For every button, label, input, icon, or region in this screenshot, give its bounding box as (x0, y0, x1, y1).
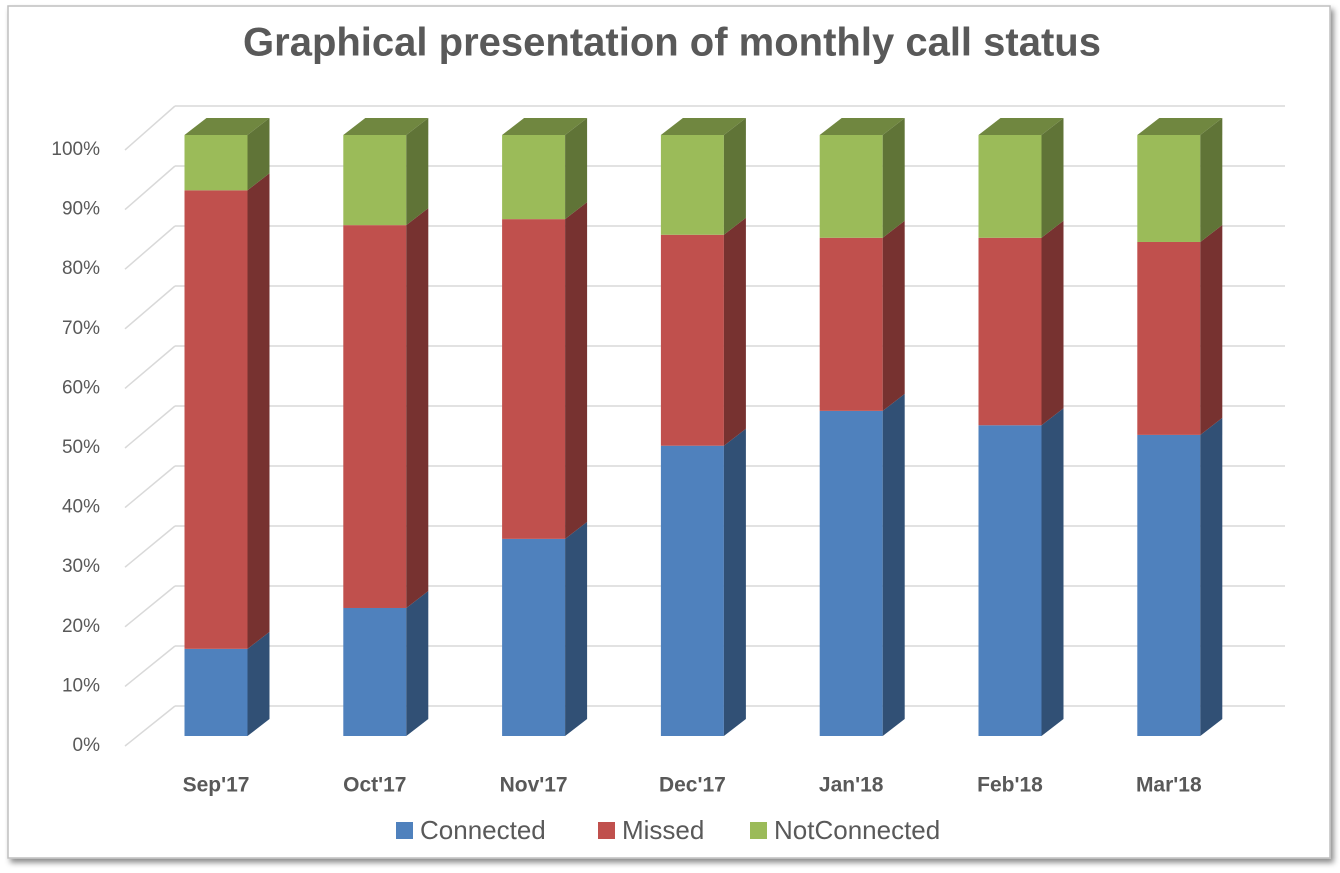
bar-side (723, 217, 746, 446)
bar-side (565, 118, 588, 220)
bar-top (343, 118, 429, 135)
bar-side (247, 118, 270, 191)
bar-side (406, 590, 429, 736)
legend-swatch (598, 822, 615, 839)
bar-side (723, 118, 746, 235)
y-tick-label: 0% (73, 735, 101, 756)
bar-side (1041, 118, 1064, 238)
bar-side (1200, 417, 1223, 736)
legend-label: Connected (420, 815, 546, 845)
bar-segment (502, 538, 566, 736)
y-tick-label: 10% (62, 675, 100, 696)
x-tick-label: Oct'17 (343, 774, 406, 797)
bar-top (184, 118, 270, 135)
grid-line-floor (124, 405, 176, 449)
bar-side (1041, 408, 1064, 736)
y-tick-label: 20% (62, 616, 100, 637)
grid-line-floor (124, 465, 176, 509)
bar-segment (1137, 135, 1201, 242)
bar-segment (660, 234, 724, 446)
x-tick-label: Nov'17 (500, 774, 568, 797)
grid-line-floor (124, 285, 176, 330)
bar-segment (343, 607, 407, 736)
bar-segment (819, 237, 883, 411)
bar-top (978, 118, 1064, 135)
bar-segment (1137, 434, 1201, 736)
bar-segment (819, 410, 883, 736)
y-tick-label: 50% (62, 437, 100, 458)
bar-segment (978, 135, 1042, 238)
legend-label: Missed (622, 815, 704, 845)
bar-segment (978, 237, 1042, 426)
bar-segment (502, 135, 566, 220)
bar-segment (660, 445, 724, 736)
bar-top (660, 118, 746, 135)
x-tick-label: Sep'17 (183, 774, 250, 797)
bar-side (406, 208, 429, 608)
bar-segment (184, 648, 248, 736)
x-tick-label: Jan'18 (819, 774, 884, 797)
bar-side (882, 393, 905, 736)
grid-line-floor (124, 345, 176, 389)
x-tick-label: Mar'18 (1136, 774, 1202, 797)
legend-label: NotConnected (774, 815, 940, 845)
y-tick-label: 70% (62, 318, 100, 339)
bar-segment (819, 135, 883, 238)
bar-segment (978, 425, 1042, 736)
grid-line-floor (124, 225, 176, 270)
bar-segment (343, 135, 407, 226)
y-tick-label: 90% (62, 199, 100, 220)
bar-side (247, 173, 270, 649)
grid-line-floor (124, 645, 176, 687)
bar-side (406, 118, 429, 226)
bar-side (565, 521, 588, 736)
legend-swatch (396, 822, 413, 839)
x-tick-label: Feb'18 (977, 774, 1043, 797)
bar-side (1200, 118, 1223, 242)
bar-side (247, 631, 270, 736)
bar-side (882, 118, 905, 238)
bar-side (565, 202, 588, 539)
y-tick-label: 30% (62, 556, 100, 577)
y-tick-label: 80% (62, 258, 100, 279)
bar-segment (1137, 241, 1201, 435)
bar-segment (184, 135, 248, 191)
y-tick-label: 40% (62, 497, 100, 518)
y-tick-label: 60% (62, 377, 100, 398)
x-tick-label: Dec'17 (659, 774, 726, 797)
grid-line-floor (124, 165, 176, 211)
y-tick-label: 100% (51, 139, 100, 160)
grid-line-floor (124, 585, 176, 628)
bar-top (819, 118, 905, 135)
bar-side (1200, 224, 1223, 435)
bar-side (882, 220, 905, 411)
legend-swatch (750, 822, 767, 839)
bar-top (1137, 118, 1223, 135)
grid-line-floor (124, 705, 176, 747)
bar-side (1041, 220, 1064, 426)
bar-segment (502, 219, 566, 539)
bar-segment (660, 135, 724, 235)
bar-top (502, 118, 588, 135)
chart-title: Graphical presentation of monthly call s… (243, 21, 1101, 65)
bar-side (723, 428, 746, 736)
bar-segment (343, 225, 407, 608)
grid-line-floor (124, 105, 176, 151)
bar-segment (184, 190, 248, 649)
grid-line-floor (124, 525, 176, 568)
